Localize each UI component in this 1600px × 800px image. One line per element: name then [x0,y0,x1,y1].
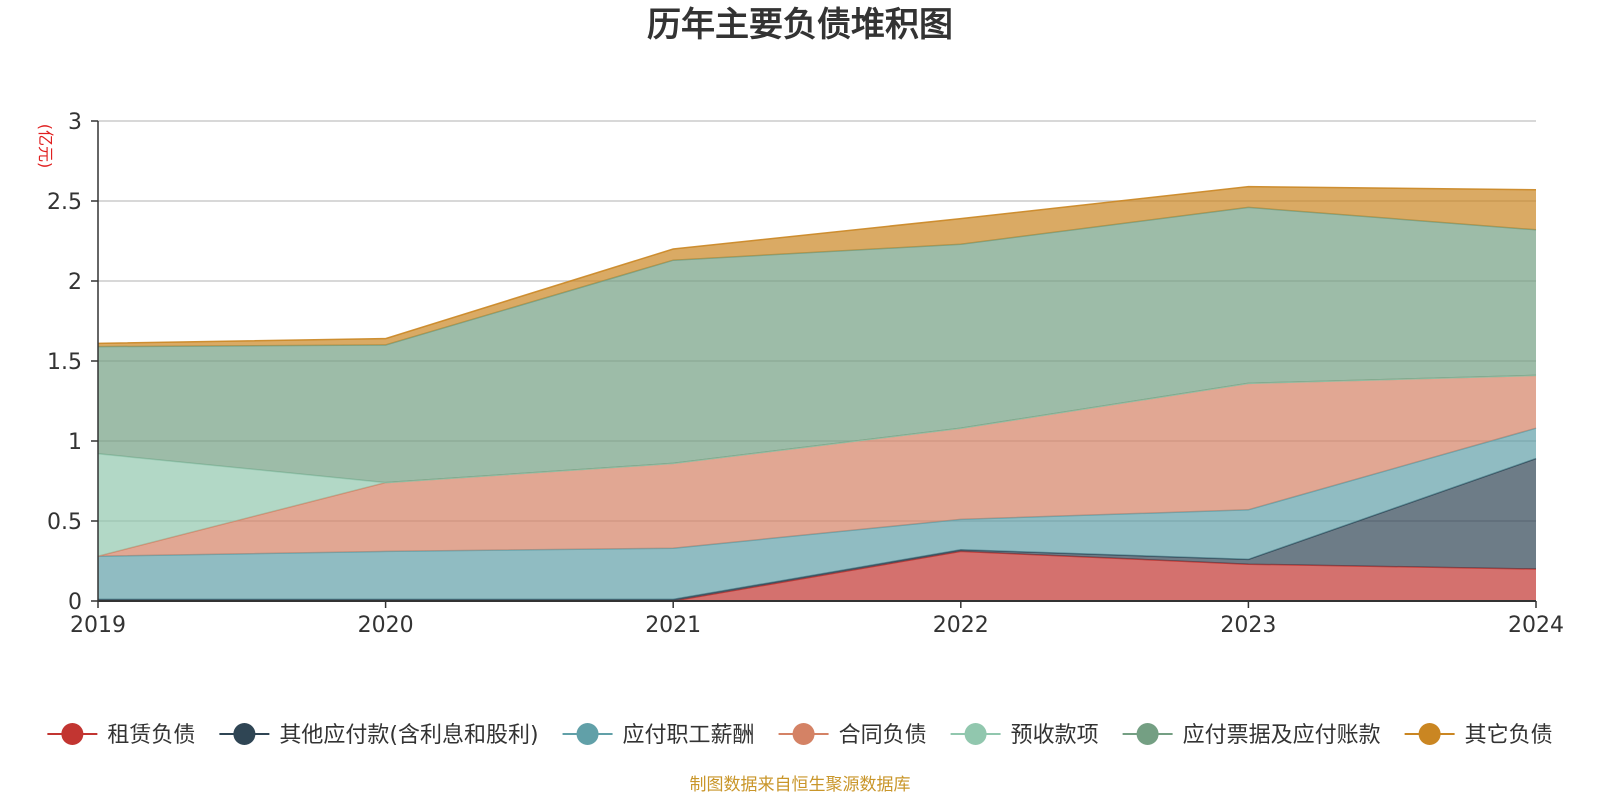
y-tick-label: 0 [68,590,82,615]
source-note: 制图数据来自恒生聚源数据库 [690,775,911,795]
x-tick-label: 2020 [358,613,414,638]
legend-label: 应付职工薪酬 [623,723,755,748]
legend: 租赁负债 其他应付款(含利息和股利) 应付职工薪酬 合同负债 预收款项 应付票据及应付账款… [47,723,1553,748]
area-series-应付票据及应付账款 [98,207,1536,483]
y-tick-label: 1 [68,430,82,455]
legend-label: 合同负债 [839,723,927,748]
legend-item-预收款项[interactable]: 预收款项 [950,723,1099,748]
legend-item-应付票据及应付账款[interactable]: 应付票据及应付账款 [1122,723,1381,748]
legend-item-应付职工薪酬[interactable]: 应付职工薪酬 [562,723,755,748]
legend-marker [576,723,599,745]
legend-item-租赁负债[interactable]: 租赁负债 [47,723,195,748]
area-series-其它负债 [98,186,1536,347]
y-tick-label: 2.5 [47,190,82,215]
legend-marker [792,723,815,745]
x-tick-label: 2019 [70,613,126,638]
legend-item-其他应付款(含利息和股利)[interactable]: 其他应付款(含利息和股利) [219,723,539,748]
legend-marker [1418,723,1441,745]
legend-marker [964,723,987,745]
y-tick-label: 2 [68,270,82,295]
legend-label: 预收款项 [1011,723,1099,748]
legend-label: 应付票据及应付账款 [1183,723,1381,748]
y-tick-label: 3 [68,110,82,135]
area-line-其它负债 [97,185,1537,345]
x-tick-label: 2024 [1508,613,1564,638]
legend-label: 其它负债 [1465,723,1553,748]
y-tick-label: 0.5 [47,510,82,535]
legend-marker [233,723,256,745]
legend-marker [61,723,84,745]
legend-label: 其他应付款(含利息和股利) [279,723,538,748]
x-tick-label: 2023 [1220,613,1276,638]
legend-marker [1136,723,1159,745]
y-axis-unit: (亿元) [36,124,55,169]
area-series-应付职工薪酬 [98,428,1536,600]
area-series-合同负债 [98,375,1536,557]
axes: 0 0.5 1 1.5 2 2.5 3 2019 2020 2021 2022 2023 2024 [47,110,1564,638]
chart-title: 历年主要负债堆积图 [647,5,953,45]
legend-label: 租赁负债 [107,723,195,748]
x-tick-label: 2021 [645,613,701,638]
y-tick-label: 1.5 [47,350,82,375]
legend-item-其它负债[interactable]: 其它负债 [1404,723,1553,748]
area-series [97,185,1537,602]
x-tick-label: 2022 [933,613,989,638]
legend-item-合同负债[interactable]: 合同负债 [778,723,927,748]
